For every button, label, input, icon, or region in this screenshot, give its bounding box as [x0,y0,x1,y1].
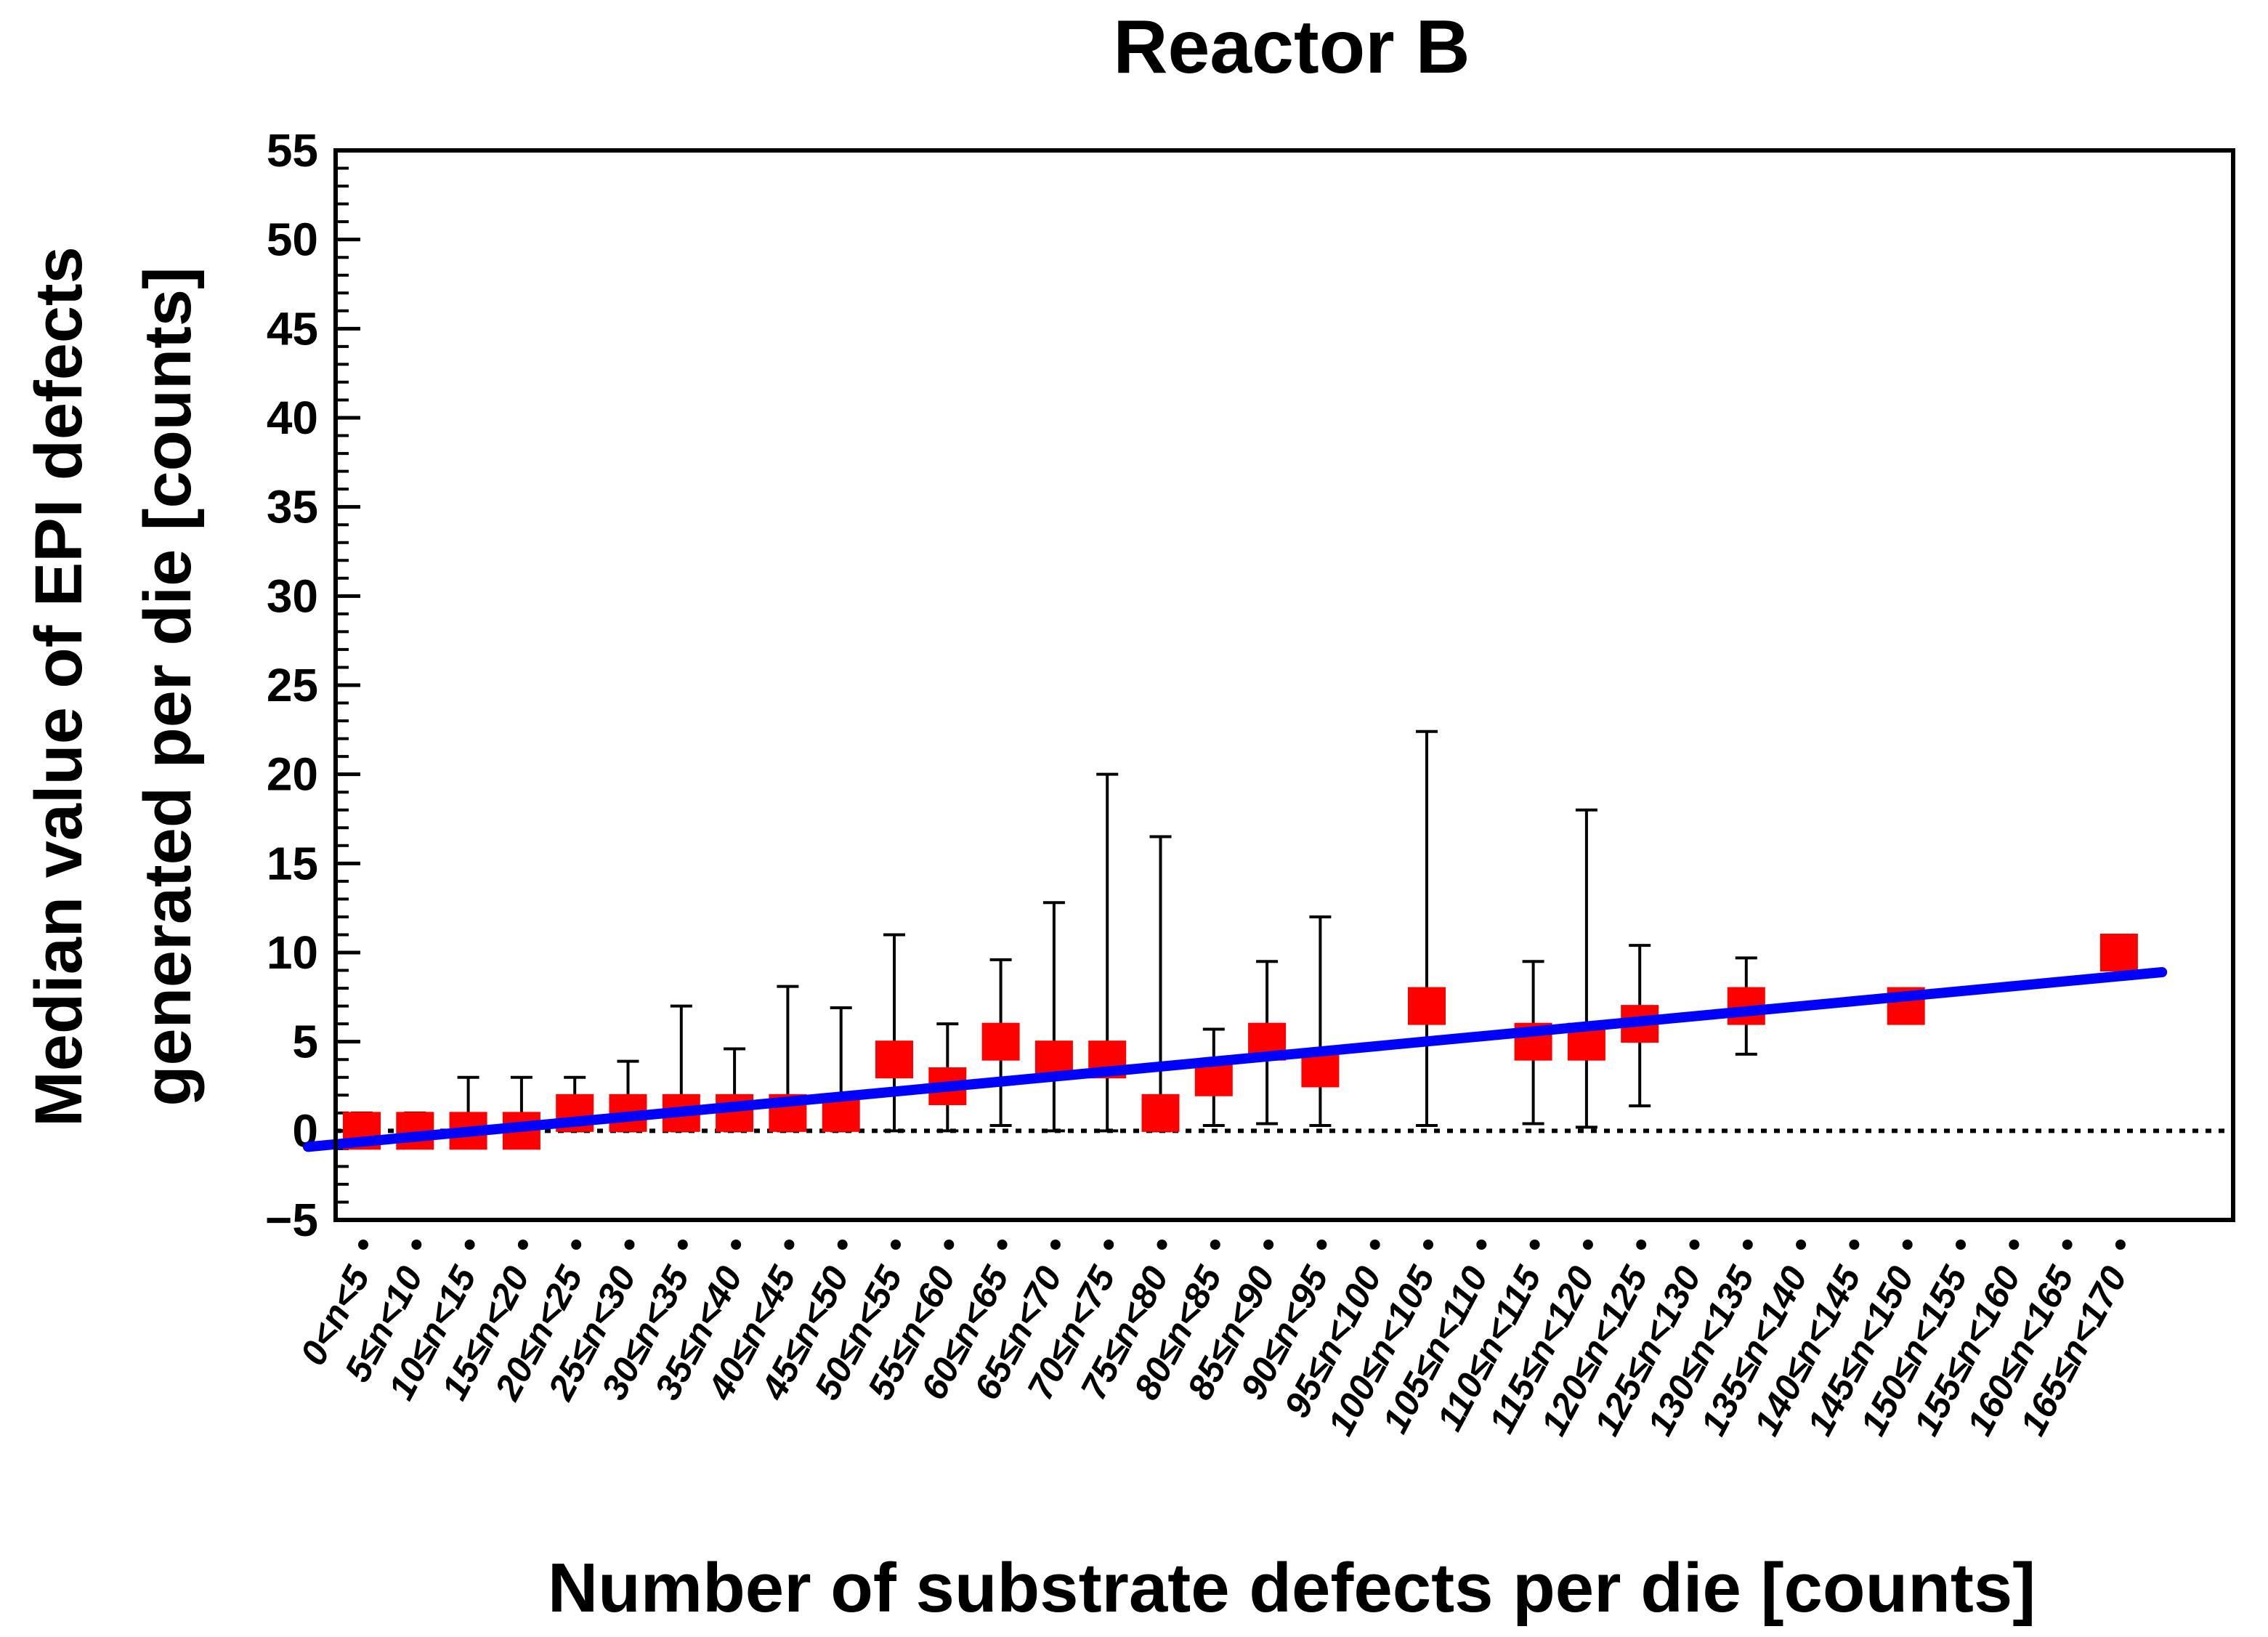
y-tick-label: 20 [267,748,318,801]
chart-title: Reactor B [1113,5,1470,89]
x-tick-mark [1689,1240,1700,1250]
y-tick-label: 35 [267,481,318,533]
fit-line [303,966,2168,1152]
data-marker [1408,987,1446,1025]
data-marker [981,1022,1020,1061]
x-tick-mark [411,1240,422,1250]
y-tick-label: 10 [267,926,318,979]
y-tick-label: 30 [267,570,318,622]
x-tick-mark [1103,1240,1114,1250]
x-tick-mark [1849,1240,1860,1250]
x-tick-mark [1157,1240,1167,1250]
x-tick-mark [1210,1240,1220,1250]
x-tick-mark [358,1240,368,1250]
x-tick-mark [1956,1240,1966,1250]
x-tick-mark [1796,1240,1807,1250]
y-tick-label: 5 [292,1016,318,1068]
x-axis-label: Number of substrate defects per die [cou… [548,1549,2036,1627]
plot-area-frame [333,148,2235,1222]
x-tick-mark [1582,1240,1593,1250]
x-tick-mark [944,1240,955,1250]
x-tick-mark [1742,1240,1753,1250]
y-tick-label: 25 [267,659,318,711]
x-tick-mark [2115,1240,2126,1250]
x-tick-mark [624,1240,635,1250]
y-tick-label: 40 [267,392,318,444]
y-tick-label: −5 [265,1194,318,1246]
x-tick-mark [837,1240,848,1250]
x-tick-mark [1316,1240,1327,1250]
data-marker [1141,1094,1180,1132]
x-tick-mark [1636,1240,1647,1250]
x-tick-mark [2009,1240,2020,1250]
x-axis: 0<n<55≤n<1010≤n<1515≤n<2020≤n<2525≤n<303… [292,1240,2135,1442]
data-marker [2099,934,2138,971]
y-axis-label-line1: Median value of EPI defects [22,246,96,1127]
x-tick-mark [1423,1240,1433,1250]
x-tick-mark [997,1240,1008,1250]
x-tick-mark [464,1240,475,1250]
x-tick-mark [677,1240,688,1250]
y-tick-label: 15 [267,837,318,889]
x-tick-mark [1902,1240,1913,1250]
x-tick-mark [731,1240,742,1250]
x-tick-mark [1263,1240,1274,1250]
x-tick-mark [1050,1240,1061,1250]
data-marker [875,1040,913,1079]
x-tick-mark [1529,1240,1540,1250]
x-tick-mark [2062,1240,2073,1250]
x-tick-mark [1476,1240,1487,1250]
y-tick-label: 45 [267,302,318,355]
y-axis-label-line2: generated per die [counts] [131,267,205,1106]
x-tick-mark [517,1240,528,1250]
x-tick-mark [891,1240,901,1250]
x-tick-mark [571,1240,582,1250]
x-tick-mark [1369,1240,1380,1250]
y-tick-label: 55 [267,124,318,177]
x-tick-mark [784,1240,795,1250]
y-tick-label: 50 [267,214,318,266]
